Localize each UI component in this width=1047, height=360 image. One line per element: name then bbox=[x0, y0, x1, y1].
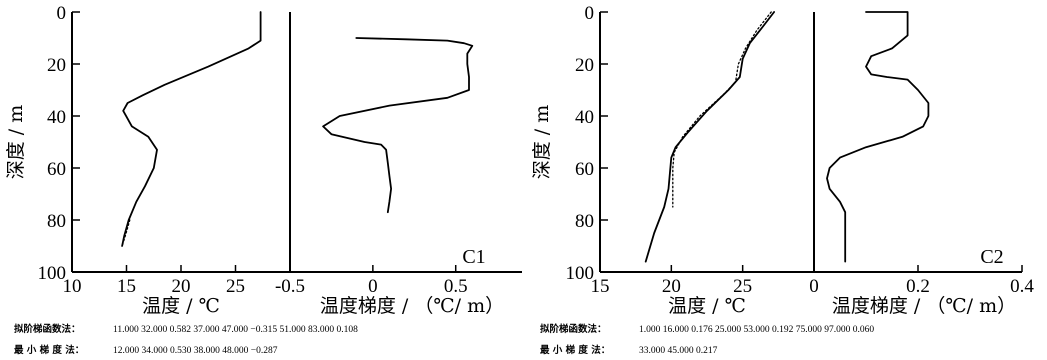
right-x-tick-label: 0 bbox=[368, 276, 378, 297]
temperature-profile-solid bbox=[644, 11, 775, 263]
footnote-c2-row1: 拟阶梯函数法： 1.000 16.000 0.176 25.000 53.000 … bbox=[540, 321, 874, 335]
y-tick-label: 0 bbox=[57, 3, 67, 24]
left-x-tick-label: 20 bbox=[662, 276, 681, 297]
panel-label: C2 bbox=[980, 246, 1003, 268]
panel-label: C1 bbox=[462, 246, 485, 268]
footnote-c2-row2: 最 小 梯 度 法： 33.000 45.000 0.217 bbox=[540, 342, 717, 356]
left-x-axis-label: 温度 / ℃ bbox=[668, 295, 746, 317]
y-tick-label: 60 bbox=[575, 159, 594, 180]
footnote-c1-row2: 最 小 梯 度 法： 12.000 34.000 0.530 38.000 48.… bbox=[14, 342, 277, 356]
y-tick-label: 20 bbox=[47, 55, 66, 76]
y-tick-label: 0 bbox=[585, 3, 595, 24]
y-axis-label: 深度 / m bbox=[5, 105, 27, 180]
right-x-tick-label: 0.2 bbox=[906, 276, 930, 297]
temperature-profile-solid bbox=[121, 11, 262, 247]
footnote-method-label: 最 小 梯 度 法： bbox=[14, 345, 85, 356]
left-x-tick-label: 15 bbox=[591, 276, 610, 297]
right-x-axis-label: 温度梯度 / （℃/ m） bbox=[832, 295, 1016, 317]
footnote-values: 1.000 16.000 0.176 25.000 53.000 0.192 7… bbox=[639, 325, 875, 335]
footnote-method-label: 拟阶梯函数法： bbox=[540, 324, 607, 335]
y-axis-label: 深度 / m bbox=[531, 105, 553, 180]
y-tick-label: 100 bbox=[38, 263, 67, 284]
left-x-tick-label: 15 bbox=[117, 276, 136, 297]
temperature-profile-dotted bbox=[672, 11, 772, 208]
right-x-axis-label: 温度梯度 / （℃/ m） bbox=[320, 295, 504, 317]
left-x-tick-label: 25 bbox=[226, 276, 245, 297]
left-x-tick-label: 25 bbox=[733, 276, 752, 297]
left-x-tick-label: 10 bbox=[63, 276, 82, 297]
footnote-method-label: 拟阶梯函数法： bbox=[14, 324, 81, 335]
footnote-values: 33.000 45.000 0.217 bbox=[639, 346, 718, 356]
right-x-tick-label: 0 bbox=[809, 276, 819, 297]
footnote-values: 11.000 32.000 0.582 37.000 47.000 −0.315… bbox=[113, 325, 358, 335]
y-tick-label: 100 bbox=[566, 263, 595, 284]
right-x-tick-label: 0.5 bbox=[444, 276, 468, 297]
y-tick-label: 80 bbox=[575, 211, 594, 232]
gradient-profile-solid bbox=[322, 37, 474, 214]
footnote-c1-row1: 拟阶梯函数法： 11.000 32.000 0.582 37.000 47.000… bbox=[14, 321, 358, 335]
left-x-axis-label: 温度 / ℃ bbox=[142, 295, 220, 317]
footnote-method-label: 最 小 梯 度 法： bbox=[540, 345, 611, 356]
y-tick-label: 60 bbox=[47, 159, 66, 180]
left-x-tick-label: 20 bbox=[172, 276, 191, 297]
right-x-tick-label: 0.4 bbox=[1010, 276, 1034, 297]
right-x-tick-label: -0.5 bbox=[275, 276, 305, 297]
y-tick-label: 80 bbox=[47, 211, 66, 232]
y-tick-label: 40 bbox=[47, 107, 66, 128]
footnote-values: 12.000 34.000 0.530 38.000 48.000 −0.287 bbox=[113, 346, 278, 356]
gradient-profile-solid bbox=[826, 11, 930, 263]
panel-c1: 0 20 40 60 80 100 深度 / m 10 15 20 25 温度 / ℃ -0.5 0 0.5… bbox=[5, 3, 522, 317]
y-tick-label: 40 bbox=[575, 107, 594, 128]
temperature-profile-dotted bbox=[121, 219, 131, 247]
y-tick-label: 20 bbox=[575, 55, 594, 76]
